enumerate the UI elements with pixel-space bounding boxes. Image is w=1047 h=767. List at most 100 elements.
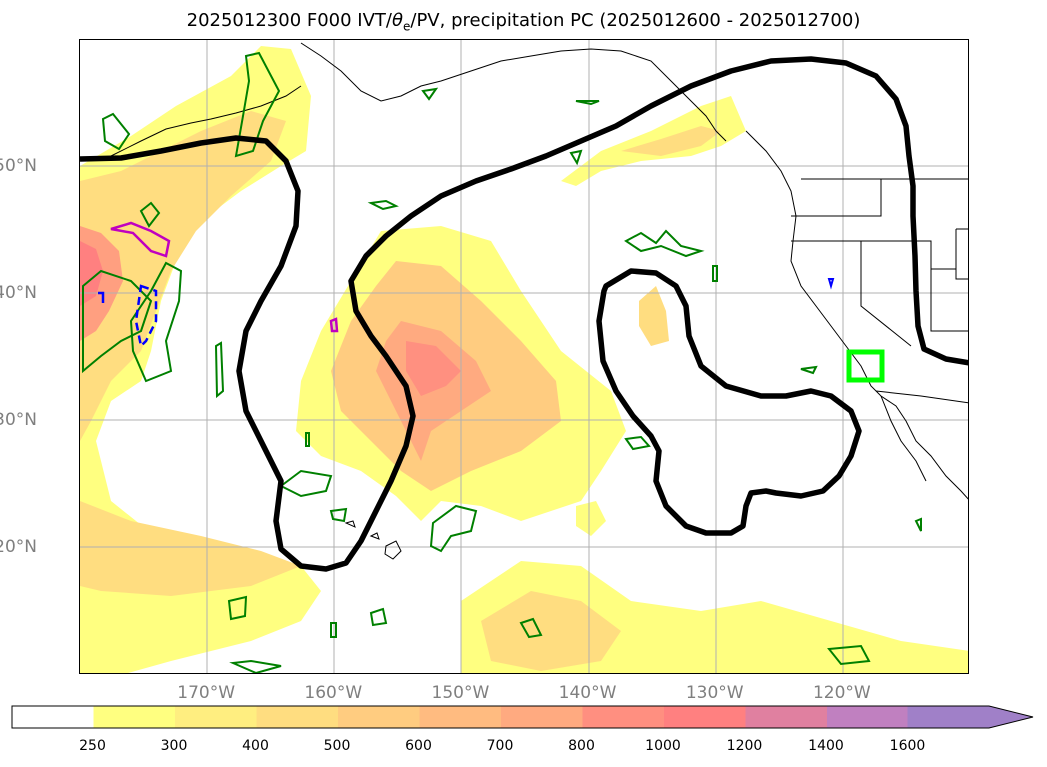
ivt-region-south-core [481, 591, 621, 671]
pv-contour-alaska [234, 51, 281, 158]
colorbar-level-label: 1200 [726, 738, 763, 754]
colorbar-level-label: 1400 [808, 738, 844, 754]
pv-contour-ridge1 [214, 341, 225, 399]
pv-contour-east1 [624, 229, 705, 258]
pv-contour-west1 [82, 269, 153, 374]
lon-tick-label: 130°W [685, 683, 744, 703]
pv-high-mid [329, 317, 339, 333]
colorbar-swatch [256, 706, 338, 728]
title-theta-subscript: e [403, 19, 411, 34]
pv-contour-bc [575, 100, 600, 106]
colorbar-swatch [93, 706, 175, 728]
colorbar-swatch [419, 706, 501, 728]
theta-e-south-loop [596, 268, 862, 536]
colorbar [11, 705, 1034, 729]
ivt-region-tropical-band [80, 501, 301, 596]
lon-tick-label: 170°W [177, 683, 236, 703]
lat-tick-label: 50°N [0, 156, 37, 176]
title-rest: /PV, precipitation PC (2025012600 - 2025… [410, 10, 861, 31]
pv-contour-bc2 [421, 87, 439, 101]
pv-contour-south3 [229, 659, 282, 673]
ivt-region-west-mid [80, 111, 286, 441]
map-panel [79, 39, 969, 674]
west-coast [745, 130, 968, 500]
colorbar-swatch [338, 706, 420, 728]
state-border-or-ca [791, 240, 956, 270]
pv-contour-small4 [305, 432, 310, 447]
colorbar-swatch [745, 706, 827, 728]
hawaii-oahu [344, 520, 356, 528]
ivt-region-pnw-core [621, 126, 721, 156]
title-theta: θ [391, 10, 403, 31]
blue-mark-land [827, 278, 835, 290]
pv-contour-south1 [429, 504, 478, 553]
state-border-ca-nv [860, 241, 912, 347]
ivt-shading [80, 46, 968, 673]
target-region-box [846, 349, 885, 383]
ivt-region-central-peak [406, 341, 461, 396]
pv-contours [82, 51, 922, 673]
lat-tick-label: 30°N [0, 410, 37, 430]
pv-contour-south4 [369, 607, 388, 627]
pv-contour-west3 [139, 201, 161, 228]
pv-contour-small2 [914, 517, 922, 532]
colorbar-level-label: 600 [405, 738, 432, 754]
baja-peninsula [880, 395, 927, 482]
pv-contour-small5 [330, 622, 337, 638]
colorbar-swatch [664, 706, 746, 728]
colorbar-swatch [12, 706, 94, 728]
lat-tick-label: 40°N [0, 283, 37, 303]
map-title: 2025012300 F000 IVT/θe/PV, precipitation… [0, 10, 1047, 34]
pv-contour-west2 [129, 261, 183, 383]
dashed-small [98, 291, 105, 303]
pv-contour-east2 [624, 435, 651, 451]
colorbar-level-label: 700 [486, 738, 514, 754]
colorbar-swatch [582, 706, 664, 728]
colorbar-swatch [501, 706, 583, 728]
lon-tick-label: 150°W [431, 683, 490, 703]
state-box-ne [955, 228, 968, 280]
pv-contour-se [827, 644, 871, 666]
hawaii-islands [344, 520, 402, 560]
pv-contour-mid [367, 199, 399, 211]
pv-contour-south2 [227, 595, 248, 621]
colorbar-level-label: 800 [568, 738, 595, 754]
coastlines [110, 42, 968, 500]
state-border-east [930, 269, 968, 332]
pv-contour-ridge3 [329, 507, 348, 523]
us-mexico-border [875, 390, 968, 404]
lon-tick-label: 140°W [558, 683, 617, 703]
dashed-contour-west [134, 284, 158, 349]
state-border-wa-or [791, 179, 882, 217]
pv-contour-small1 [800, 365, 818, 375]
colorbar-swatch [827, 706, 909, 728]
dashed-contours [134, 284, 158, 349]
colorbar-level-label: 400 [242, 738, 269, 754]
pv-contour-gulf [569, 149, 583, 166]
pv-contour-ridge2 [279, 469, 333, 498]
ivt-region-west-core2 [80, 241, 103, 306]
ivt-region-east-blob [639, 286, 669, 346]
lon-tick-label: 120°W [812, 683, 871, 703]
ivt-region-pnw [561, 96, 746, 186]
pv-high-west [110, 221, 171, 258]
colorbar-level-label: 250 [79, 738, 106, 754]
ivt-region-small-blob [576, 501, 606, 536]
map-canvas [80, 40, 968, 673]
colorbar-swatch [175, 706, 257, 728]
hawaii-big-island [384, 540, 402, 560]
pv-contour-aleutian [101, 112, 131, 151]
alaska-coast [300, 42, 727, 142]
lon-tick-label: 160°W [304, 683, 363, 703]
colorbar-level-label: 500 [323, 738, 351, 754]
colorbar-level-label: 1000 [645, 738, 681, 754]
colorbar-swatch [907, 706, 1033, 728]
graticule [80, 40, 968, 673]
title-run: 2025012300 F000 IVT/ [186, 10, 392, 31]
theta-e-contours [80, 56, 968, 572]
theta-e-north-arc [80, 56, 968, 572]
lat-tick-label: 20°N [0, 537, 37, 557]
hawaii-maui [369, 532, 380, 540]
colorbar-level-label: 300 [160, 738, 188, 754]
aleutians [110, 85, 302, 157]
